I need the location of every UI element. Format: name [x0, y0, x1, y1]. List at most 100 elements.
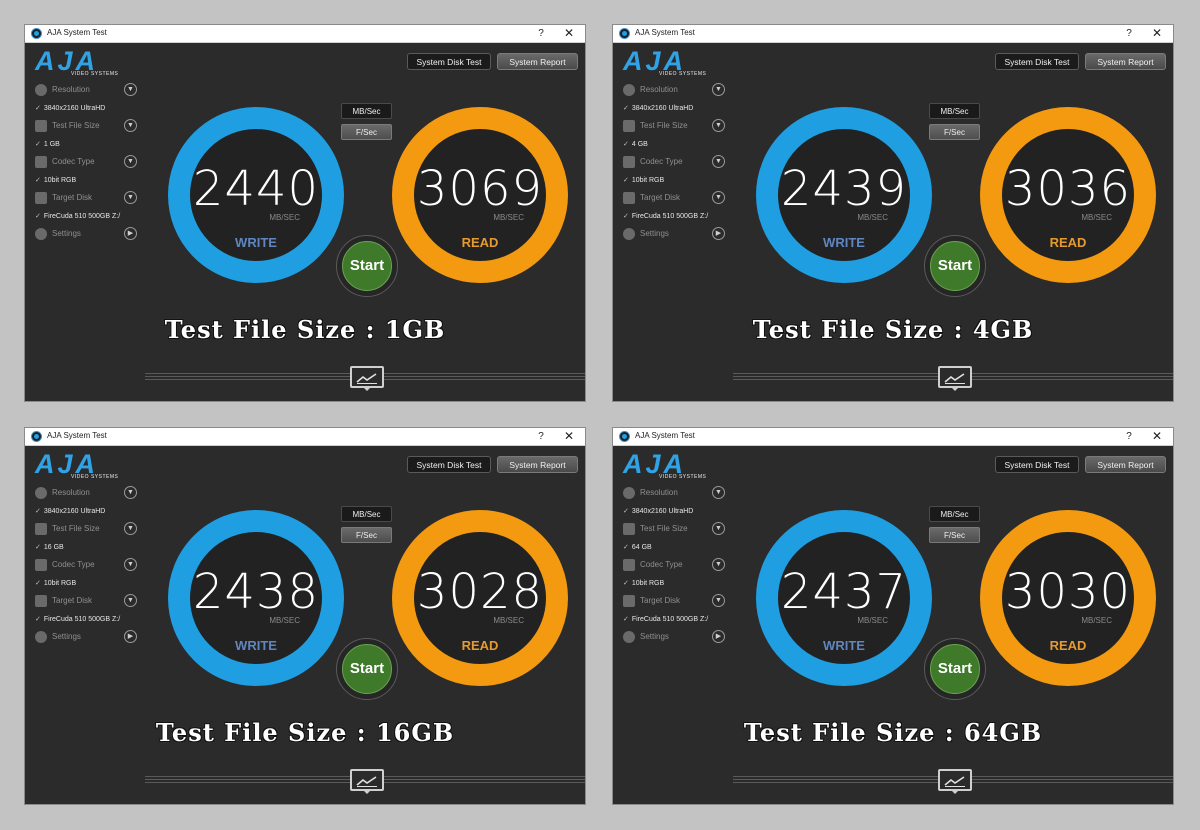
window-title: AJA System Test [635, 28, 695, 37]
chevron-down-icon[interactable]: ▼ [124, 486, 137, 499]
sidebar-item-settings[interactable]: Settings ▶ [623, 227, 725, 243]
chevron-down-icon[interactable]: ▼ [124, 119, 137, 132]
test-file-size-caption: Test File Size : 64GB [743, 718, 1043, 747]
sidebar-item-target-disk[interactable]: Target Disk ▼ [35, 594, 137, 610]
fsec-toggle[interactable]: F/Sec [341, 124, 392, 140]
settings-label: Settings [640, 632, 669, 641]
aja-window-4: AJA System Test ? ✕ AJA VIDEO SYSTEMS Sy… [612, 427, 1174, 805]
close-button[interactable]: ✕ [563, 26, 575, 40]
sidebar-item-resolution[interactable]: Resolution ▼ [623, 83, 725, 99]
graph-button[interactable] [938, 366, 972, 388]
chevron-right-icon[interactable]: ▶ [124, 630, 137, 643]
system-report-button[interactable]: System Report [1085, 53, 1166, 70]
sidebar-item-test-file-size[interactable]: Test File Size ▼ [623, 522, 725, 538]
sidebar-item-resolution[interactable]: Resolution ▼ [35, 486, 137, 502]
resolution-value: ✓ 3840x2160 UltraHD [623, 105, 694, 112]
read-unit: MB/SEC [493, 616, 524, 625]
test-file-size-value: ✓ 4 GB [623, 141, 648, 148]
close-button[interactable]: ✕ [1151, 26, 1163, 40]
system-disk-test-button[interactable]: System Disk Test [995, 53, 1079, 70]
sidebar-item-codec-type[interactable]: Codec Type ▼ [35, 155, 137, 171]
system-report-button[interactable]: System Report [497, 456, 578, 473]
sidebar-item-target-disk[interactable]: Target Disk ▼ [623, 191, 725, 207]
sidebar-item-codec-type[interactable]: Codec Type ▼ [623, 155, 725, 171]
resolution-label: Resolution [52, 85, 90, 94]
chevron-down-icon[interactable]: ▼ [712, 558, 725, 571]
system-disk-test-button[interactable]: System Disk Test [407, 53, 491, 70]
help-button[interactable]: ? [1126, 431, 1132, 442]
test-file-size-label: Test File Size [640, 524, 688, 533]
chevron-down-icon[interactable]: ▼ [712, 522, 725, 535]
target-disk-value: ✓ FireCuda 510 500GB Z:/ [623, 616, 709, 623]
close-button[interactable]: ✕ [1151, 429, 1163, 443]
close-button[interactable]: ✕ [563, 429, 575, 443]
chevron-down-icon[interactable]: ▼ [124, 155, 137, 168]
start-button[interactable]: Start [924, 235, 986, 297]
sidebar-item-test-file-size[interactable]: Test File Size ▼ [623, 119, 725, 135]
sidebar-item-test-file-size[interactable]: Test File Size ▼ [35, 119, 137, 135]
write-label: WRITE [235, 638, 277, 653]
test-file-size-caption: Test File Size : 4GB [752, 315, 1034, 344]
sidebar-item-resolution[interactable]: Resolution ▼ [35, 83, 137, 99]
system-report-button[interactable]: System Report [1085, 456, 1166, 473]
system-disk-test-button[interactable]: System Disk Test [995, 456, 1079, 473]
chevron-right-icon[interactable]: ▶ [124, 227, 137, 240]
help-button[interactable]: ? [1126, 28, 1132, 39]
sidebar-item-codec-type[interactable]: Codec Type ▼ [623, 558, 725, 574]
sidebar-item-resolution[interactable]: Resolution ▼ [623, 486, 725, 502]
sidebar-item-target-disk[interactable]: Target Disk ▼ [35, 191, 137, 207]
start-button[interactable]: Start [336, 638, 398, 700]
write-gauge: 2437 MB/SEC WRITE [756, 510, 932, 686]
sidebar-item-settings[interactable]: Settings ▶ [623, 630, 725, 646]
help-button[interactable]: ? [538, 431, 544, 442]
chevron-right-icon[interactable]: ▶ [712, 227, 725, 240]
logo-subtitle: VIDEO SYSTEMS [71, 474, 119, 480]
graph-icon [944, 776, 965, 787]
system-disk-test-button[interactable]: System Disk Test [407, 456, 491, 473]
graph-button[interactable] [350, 769, 384, 791]
fsec-toggle[interactable]: F/Sec [929, 124, 980, 140]
mbsec-toggle[interactable]: MB/Sec [341, 506, 392, 522]
chevron-down-icon[interactable]: ▼ [124, 522, 137, 535]
graph-button[interactable] [350, 366, 384, 388]
fsec-toggle[interactable]: F/Sec [341, 527, 392, 543]
chevron-down-icon[interactable]: ▼ [124, 83, 137, 96]
test-file-size-value: ✓ 1 GB [35, 141, 60, 148]
graph-icon [356, 776, 377, 787]
graph-button[interactable] [938, 769, 972, 791]
fsec-toggle[interactable]: F/Sec [929, 527, 980, 543]
chevron-down-icon[interactable]: ▼ [712, 594, 725, 607]
chevron-right-icon[interactable]: ▶ [712, 630, 725, 643]
mbsec-toggle[interactable]: MB/Sec [341, 103, 392, 119]
graph-button-pointer [362, 789, 372, 794]
help-button[interactable]: ? [538, 28, 544, 39]
write-gauge: 2440 MB/SEC WRITE [168, 107, 344, 283]
graph-button-pointer [950, 789, 960, 794]
start-button[interactable]: Start [336, 235, 398, 297]
write-gauge: 2438 MB/SEC WRITE [168, 510, 344, 686]
mbsec-toggle[interactable]: MB/Sec [929, 506, 980, 522]
chevron-down-icon[interactable]: ▼ [712, 83, 725, 96]
chevron-down-icon[interactable]: ▼ [124, 594, 137, 607]
read-label: READ [1049, 235, 1087, 250]
chevron-down-icon[interactable]: ▼ [712, 486, 725, 499]
read-value: 3069 [416, 161, 544, 217]
chevron-down-icon[interactable]: ▼ [124, 558, 137, 571]
system-report-button[interactable]: System Report [497, 53, 578, 70]
disk-icon [35, 192, 47, 204]
sidebar-item-codec-type[interactable]: Codec Type ▼ [35, 558, 137, 574]
chevron-down-icon[interactable]: ▼ [712, 191, 725, 204]
sidebar-item-test-file-size[interactable]: Test File Size ▼ [35, 522, 137, 538]
mbsec-toggle[interactable]: MB/Sec [929, 103, 980, 119]
write-gauge: 2439 MB/SEC WRITE [756, 107, 932, 283]
sidebar-item-target-disk[interactable]: Target Disk ▼ [623, 594, 725, 610]
sidebar-item-settings[interactable]: Settings ▶ [35, 630, 137, 646]
read-value: 3028 [416, 564, 544, 620]
chevron-down-icon[interactable]: ▼ [124, 191, 137, 204]
title-bar: AJA System Test ? ✕ [613, 25, 1173, 43]
sidebar-item-settings[interactable]: Settings ▶ [35, 227, 137, 243]
start-button[interactable]: Start [924, 638, 986, 700]
aja-window-2: AJA System Test ? ✕ AJA VIDEO SYSTEMS Sy… [612, 24, 1174, 402]
chevron-down-icon[interactable]: ▼ [712, 119, 725, 132]
chevron-down-icon[interactable]: ▼ [712, 155, 725, 168]
